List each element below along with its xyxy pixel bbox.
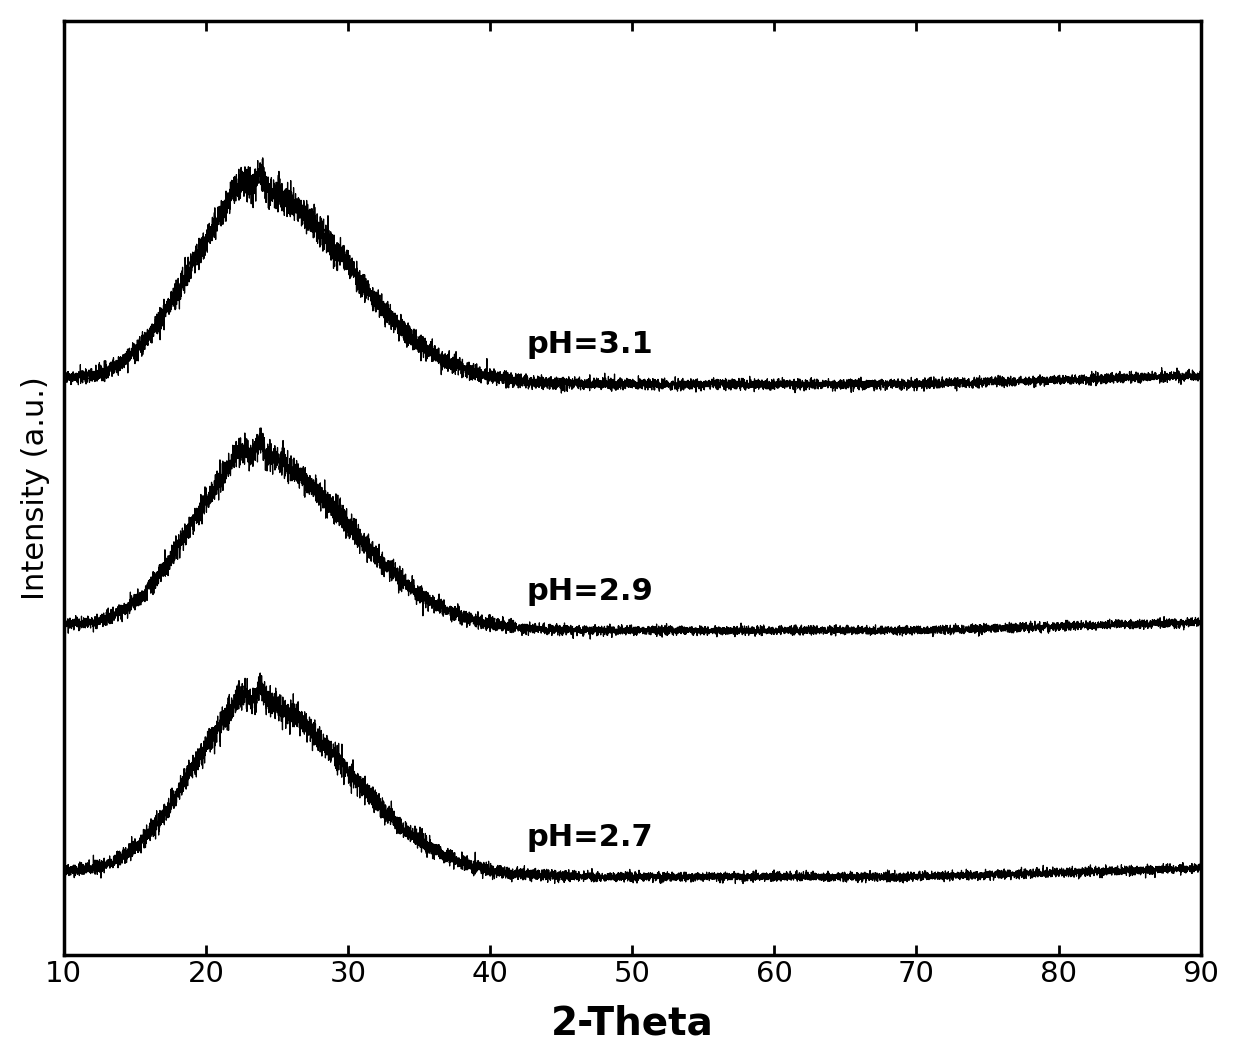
X-axis label: 2-Theta: 2-Theta: [551, 1005, 713, 1042]
Y-axis label: Intensity (a.u.): Intensity (a.u.): [21, 376, 50, 600]
Text: pH=2.7: pH=2.7: [526, 823, 653, 853]
Text: pH=3.1: pH=3.1: [526, 331, 653, 359]
Text: pH=2.9: pH=2.9: [526, 577, 653, 606]
